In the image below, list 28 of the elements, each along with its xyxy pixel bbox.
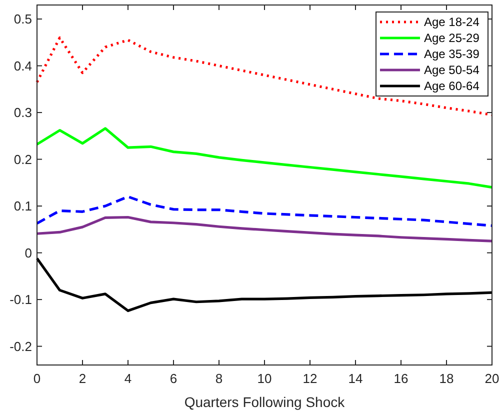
- y-tick-label: 0.1: [14, 198, 32, 214]
- x-tick-label: 4: [124, 371, 132, 386]
- x-axis-title: Quarters Following Shock: [184, 394, 346, 410]
- x-tick-label: 2: [78, 371, 86, 386]
- y-tick-label: 0: [24, 245, 32, 260]
- line-series: [36, 257, 494, 312]
- legend-label: Age 35-39: [424, 47, 480, 62]
- line-series: [36, 195, 494, 227]
- line-series: [36, 216, 494, 242]
- y-tick-label: 0.2: [14, 152, 32, 167]
- legend-label: Age 25-29: [424, 31, 480, 46]
- x-tick-label: 10: [257, 371, 272, 386]
- legend-label: Age 50-54: [424, 63, 480, 78]
- x-tick-label: 16: [394, 371, 408, 386]
- x-tick-label: 14: [348, 371, 363, 386]
- legend-label: Age 18-24: [424, 15, 480, 30]
- y-tick-label: 0.4: [14, 58, 32, 74]
- x-tick-label: 12: [302, 371, 318, 386]
- y-tick-label: 0.3: [14, 105, 32, 120]
- legend-label: Age 60-64: [424, 79, 480, 94]
- x-tick-label: 18: [439, 371, 454, 386]
- x-tick-label: 6: [170, 371, 178, 386]
- y-tick-label: -0.1: [10, 292, 32, 308]
- y-tick-label: 0.5: [14, 12, 32, 27]
- line-series: [36, 127, 494, 189]
- y-tick-label: -0.2: [10, 338, 32, 354]
- x-tick-label: 20: [484, 371, 500, 386]
- x-tick-label: 8: [215, 371, 223, 386]
